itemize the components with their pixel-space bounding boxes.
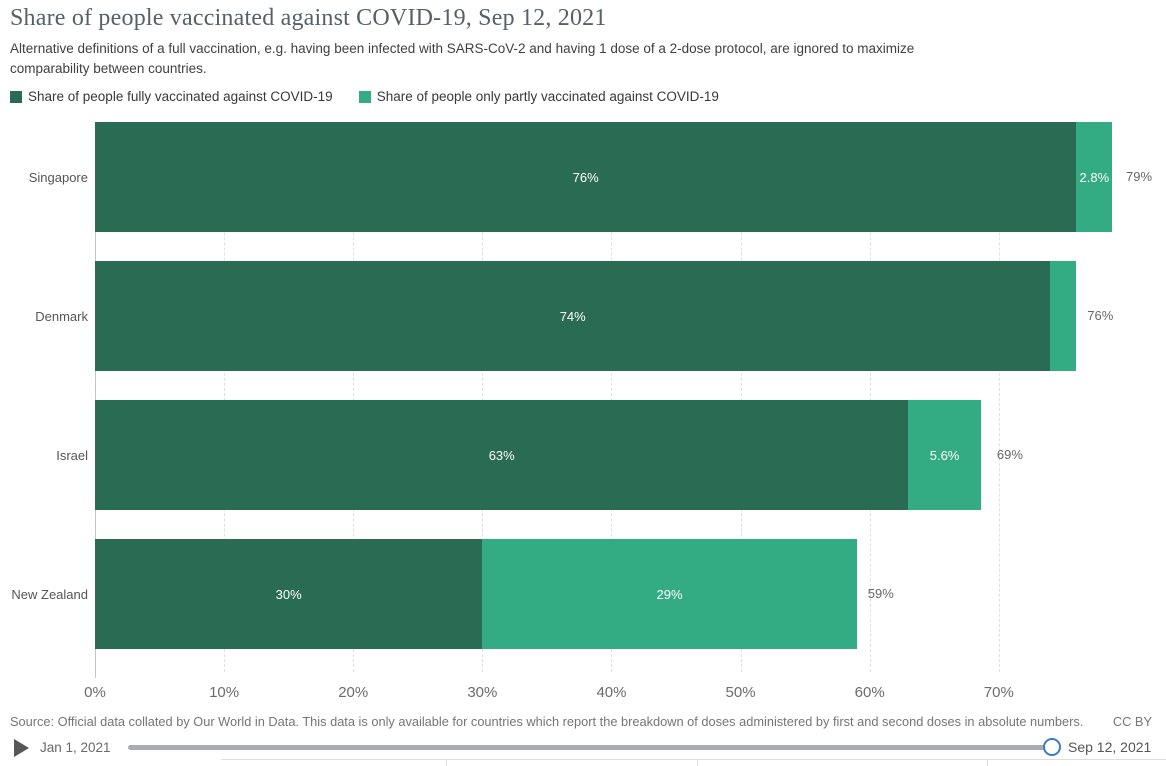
gridline xyxy=(869,122,871,672)
table-column-divider xyxy=(446,759,447,766)
row-labels: Singapore Denmark Israel New Zealand xyxy=(0,122,88,672)
page-title: Share of people vaccinated against COVID… xyxy=(10,5,607,31)
bar-row: 30% 29% 59% xyxy=(95,539,1115,649)
bar-value-label: 76% xyxy=(572,169,599,185)
gridline xyxy=(740,122,742,672)
country-label: Denmark xyxy=(35,308,88,324)
chart-subtitle: Alternative definitions of a full vaccin… xyxy=(10,41,915,76)
gridline xyxy=(611,122,613,672)
gridline xyxy=(482,122,484,672)
bar-row: 63% 5.6% 69% xyxy=(95,400,1115,510)
bar-segment-partly-vaccinated[interactable]: 29% xyxy=(482,539,857,649)
bar-segment-partly-vaccinated[interactable]: 2.8% xyxy=(1076,122,1113,232)
bar-row: 76% 2.8% 79% xyxy=(95,122,1152,232)
timeline-start-date: Jan 1, 2021 xyxy=(40,740,111,755)
x-tick-label: 10% xyxy=(209,684,240,701)
x-axis: 0% 10% 20% 30% 40% 50% 60% 70% xyxy=(84,684,1115,704)
license-link[interactable]: CC BY xyxy=(1112,714,1152,729)
bar-total-label: 76% xyxy=(1087,308,1114,323)
timeline-handle[interactable] xyxy=(1043,738,1061,756)
gridline xyxy=(224,122,226,672)
legend-item-fully-vaccinated[interactable]: Share of people fully vaccinated against… xyxy=(10,89,333,104)
gridline xyxy=(353,122,355,672)
legend-swatch-fully-icon xyxy=(10,90,22,103)
bar-value-label: 5.6% xyxy=(929,447,960,463)
play-button[interactable] xyxy=(14,739,29,757)
legend-label: Share of people only partly vaccinated a… xyxy=(376,89,719,104)
x-tick-label: 70% xyxy=(983,684,1014,701)
country-label: New Zealand xyxy=(11,586,88,602)
table-column-divider xyxy=(697,759,698,766)
bar-value-label: 29% xyxy=(656,586,683,602)
x-tick-label: 60% xyxy=(854,684,885,701)
bar-row: 74% 76% xyxy=(95,261,1115,371)
gridline xyxy=(998,122,1000,672)
bar-segment-partly-vaccinated[interactable]: 5.6% xyxy=(908,400,981,510)
legend-label: Share of people fully vaccinated against… xyxy=(28,89,333,104)
legend-item-partly-vaccinated[interactable]: Share of people only partly vaccinated a… xyxy=(358,89,719,104)
bar-segment-fully-vaccinated[interactable]: 63% xyxy=(95,400,909,510)
country-label: Singapore xyxy=(28,169,88,185)
bar-segment-fully-vaccinated[interactable]: 76% xyxy=(95,122,1077,232)
bar-value-label: 2.8% xyxy=(1079,169,1110,185)
timeline-track[interactable] xyxy=(128,745,1046,750)
timeline-end-date: Sep 12, 2021 xyxy=(1068,739,1152,755)
bar-total-label: 59% xyxy=(867,586,894,601)
x-tick-label: 50% xyxy=(725,684,756,701)
bar-segment-fully-vaccinated[interactable]: 30% xyxy=(95,539,483,649)
country-label: Israel xyxy=(56,447,88,463)
bar-value-label: 30% xyxy=(275,586,302,602)
footer: Source: Official data collated by Our Wo… xyxy=(10,714,1156,729)
plot-area: 76% 2.8% 79% 74% 76% 63% 5.6% 69% 30% 29% 59% xyxy=(95,122,1152,678)
legend-swatch-partly-icon xyxy=(358,90,371,103)
source-note: Source: Official data collated by Our Wo… xyxy=(10,714,1084,729)
bar-segment-fully-vaccinated[interactable]: 74% xyxy=(95,261,1051,371)
x-tick-label: 30% xyxy=(467,684,498,701)
bar-value-label: 74% xyxy=(559,308,586,324)
x-tick-label: 40% xyxy=(596,684,627,701)
bar-total-label: 79% xyxy=(1126,169,1153,184)
bar-segment-partly-vaccinated[interactable] xyxy=(1050,261,1077,371)
bar-total-label: 69% xyxy=(996,447,1023,462)
bar-value-label: 63% xyxy=(488,447,515,463)
table-top-border xyxy=(221,759,1166,760)
table-column-divider xyxy=(987,759,988,766)
legend: Share of people fully vaccinated against… xyxy=(10,89,719,104)
x-tick-label: 20% xyxy=(338,684,369,701)
x-tick-label: 0% xyxy=(84,684,106,701)
